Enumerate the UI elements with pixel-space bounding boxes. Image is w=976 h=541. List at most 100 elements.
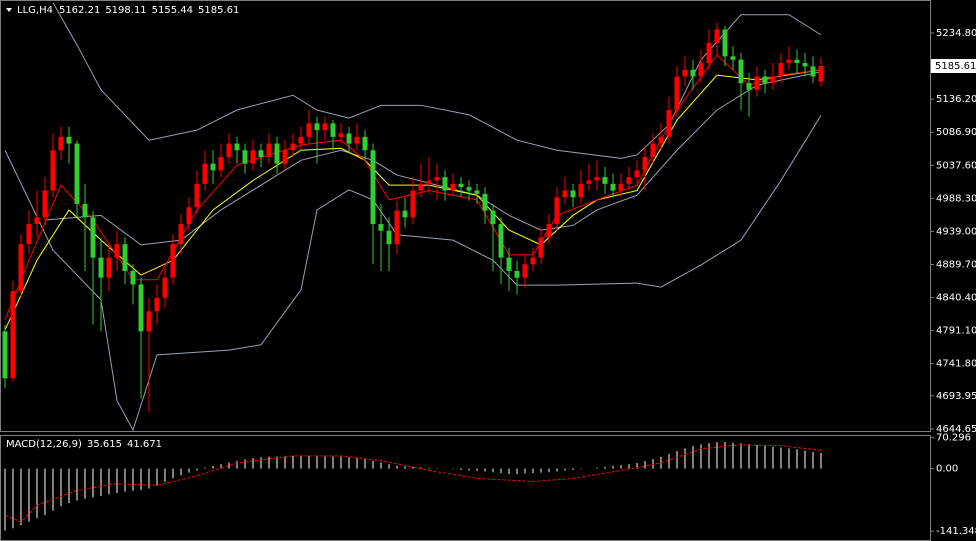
close-value: 5185.61 — [198, 5, 239, 16]
candle-body — [466, 187, 472, 191]
candle-body — [802, 63, 808, 67]
candle-body — [810, 66, 816, 77]
candle-body — [594, 177, 600, 181]
candle-body — [586, 180, 592, 184]
candle-body — [194, 183, 200, 208]
candle-body — [474, 190, 480, 194]
candle-body — [178, 224, 184, 245]
candle-body — [18, 244, 24, 292]
candle-body — [746, 83, 752, 90]
candle-body — [498, 224, 504, 258]
candle-body — [378, 224, 384, 231]
candle-body — [418, 183, 424, 191]
candle-body — [338, 133, 344, 137]
candle-body — [650, 143, 656, 157]
y-tick-label: 5234.80 — [936, 28, 976, 39]
candle-body — [122, 244, 128, 272]
candle-body — [130, 271, 136, 285]
candle-body — [730, 56, 736, 60]
candle-body — [674, 76, 680, 111]
candle-body — [234, 143, 240, 151]
candle-body — [522, 264, 528, 278]
candle-body — [602, 177, 608, 184]
candle-body — [610, 183, 616, 191]
candle-body — [282, 150, 288, 164]
candle-body — [410, 190, 416, 218]
candle-body — [82, 203, 88, 218]
candle-body — [26, 224, 32, 245]
candle-body — [154, 297, 160, 312]
candle-body — [226, 143, 232, 157]
candle-body — [482, 193, 488, 211]
candle-body — [370, 150, 376, 225]
candle-body — [354, 136, 360, 144]
y-tick-label: 4693.95 — [936, 391, 976, 402]
candle-body — [570, 190, 576, 198]
candle-body — [58, 136, 64, 151]
y-tick-label: 4644.65 — [936, 424, 976, 435]
candle-body — [722, 29, 728, 57]
candle-body — [642, 156, 648, 171]
candle-body — [250, 150, 256, 164]
y-tick-label: -141.348 — [936, 526, 976, 537]
candle-body — [634, 170, 640, 178]
y-tick-label: 4840.40 — [936, 293, 976, 304]
candle-body — [506, 257, 512, 272]
signal-value: 41.671 — [127, 439, 162, 450]
low-value: 5155.44 — [152, 5, 193, 16]
candle-body — [330, 123, 336, 137]
candle-body — [658, 136, 664, 144]
candle-body — [706, 42, 712, 64]
candle-body — [450, 183, 456, 191]
y-tick-label: 0.00 — [936, 464, 958, 475]
y-tick-label: 70.296 — [936, 433, 971, 444]
menu-arrow[interactable] — [6, 8, 12, 12]
candle-body — [10, 291, 16, 379]
candle-body — [426, 180, 432, 184]
candle-body — [458, 183, 464, 188]
candle-body — [546, 224, 552, 238]
candle-body — [290, 143, 296, 151]
candle-body — [818, 66, 824, 82]
candle-body — [778, 63, 784, 77]
candle-body — [138, 284, 144, 332]
candle-body — [402, 210, 408, 218]
candle-body — [738, 59, 744, 84]
candle-body — [218, 156, 224, 171]
candle-body — [306, 123, 312, 137]
candle-body — [770, 76, 776, 84]
candle-body — [562, 190, 568, 198]
candle-body — [626, 177, 632, 184]
y-tick-label: 4889.70 — [936, 259, 976, 270]
candle-body — [578, 183, 584, 198]
candle-body — [298, 136, 304, 144]
candle-body — [114, 244, 120, 258]
candle-body — [530, 257, 536, 265]
candle-body — [346, 133, 352, 144]
candle-body — [106, 257, 112, 278]
candle-body — [258, 150, 264, 157]
candle-body — [202, 163, 208, 184]
candle-body — [442, 177, 448, 191]
candle-body — [762, 76, 768, 84]
candle-body — [210, 163, 216, 171]
y-tick-label: 5086.90 — [936, 127, 976, 138]
candle-body — [274, 143, 280, 164]
candle-body — [786, 59, 792, 64]
candle-body — [554, 197, 560, 225]
macd-title: MACD(12,26,9) — [6, 439, 82, 450]
candle-body — [90, 217, 96, 258]
candle-body — [690, 69, 696, 77]
candle-body — [146, 311, 152, 332]
candle-body — [698, 63, 704, 77]
candle-body — [42, 190, 48, 218]
candle-body — [186, 207, 192, 225]
high-value: 5198.11 — [105, 5, 146, 16]
candle-body — [490, 210, 496, 225]
candle-body — [66, 136, 72, 144]
candle-body — [714, 29, 720, 43]
symbol-header: LLG,H4 5162.21 5198.11 5155.44 5185.61 — [17, 5, 239, 16]
candle-body — [434, 177, 440, 181]
candle-body — [162, 277, 168, 298]
